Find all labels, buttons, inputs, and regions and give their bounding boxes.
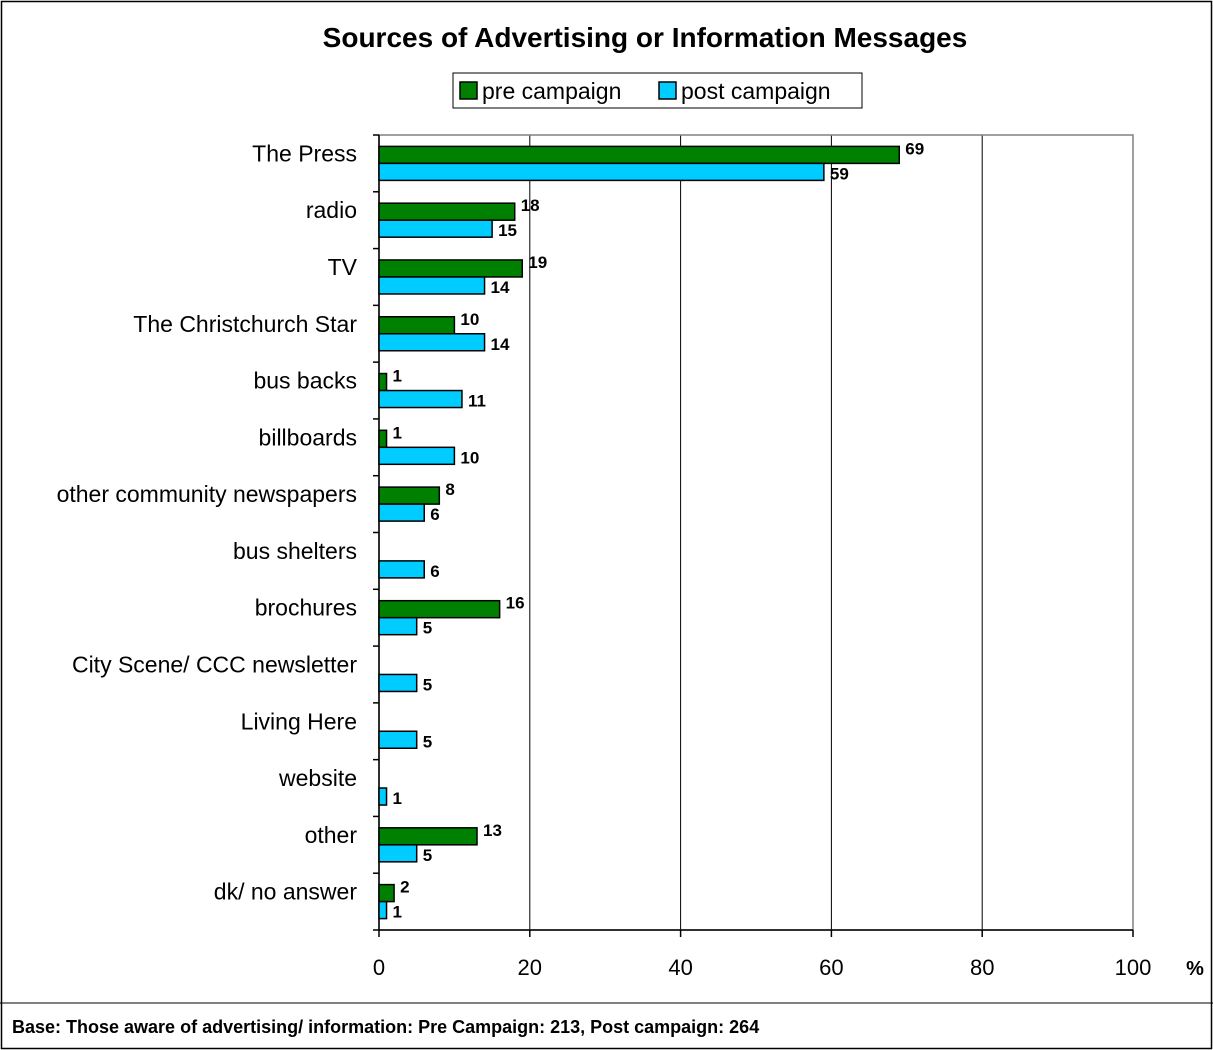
x-tick-label: 20 — [518, 955, 542, 980]
data-label: 5 — [423, 732, 432, 751]
legend: pre campaign post campaign — [452, 72, 863, 109]
bar-pre-campaign — [378, 883, 395, 903]
bar-post-campaign — [378, 503, 425, 522]
data-label: 6 — [430, 562, 439, 581]
data-label: 16 — [506, 594, 525, 613]
category-label: The Christchurch Star — [133, 311, 357, 337]
grid-lines — [529, 135, 983, 930]
data-label: 5 — [423, 846, 432, 865]
data-label: 8 — [445, 480, 454, 499]
x-tick-label: 60 — [819, 955, 843, 980]
data-label: 6 — [430, 505, 439, 524]
x-tick-label: 80 — [970, 955, 994, 980]
data-label: 2 — [400, 878, 409, 897]
data-label: 10 — [460, 448, 479, 467]
x-tick-label: 40 — [668, 955, 692, 980]
bar-pre-campaign — [378, 429, 388, 449]
legend-box — [452, 72, 863, 109]
bar-pre-campaign — [378, 599, 501, 619]
bar-pre-campaign — [378, 486, 441, 505]
data-label: 19 — [528, 253, 547, 272]
data-label: 18 — [521, 196, 540, 215]
bar-post-campaign — [378, 787, 388, 806]
category-label: The Press — [252, 140, 357, 166]
bar-pre-campaign — [378, 259, 524, 278]
data-label: 1 — [393, 367, 402, 386]
data-label: 1 — [393, 423, 402, 442]
data-label: 5 — [423, 675, 432, 694]
x-tick-label: 0 — [373, 955, 385, 980]
data-label: 69 — [905, 139, 924, 158]
bar-post-campaign — [378, 333, 486, 352]
data-label: 5 — [423, 619, 432, 638]
data-label: 10 — [460, 310, 479, 329]
legend-label: post campaign — [681, 78, 831, 104]
category-label: dk/ no answer — [214, 879, 358, 905]
bar-post-campaign — [378, 560, 425, 579]
legend-swatch — [459, 81, 478, 100]
bar-post-campaign — [378, 162, 825, 182]
bar-post-campaign — [378, 446, 456, 466]
category-labels: The Press radio TV The Christchurch Star bus… — [57, 140, 358, 904]
bar-pre-campaign — [378, 827, 478, 846]
data-label: 59 — [830, 164, 849, 183]
category-label: bus backs — [253, 368, 357, 394]
x-tick-label: 100 — [1115, 955, 1152, 980]
data-label: 14 — [491, 335, 510, 354]
footnote: Base: Those aware of advertising/ inform… — [12, 1017, 759, 1037]
bar-pre-campaign — [378, 202, 516, 221]
chart-title: Sources of Advertising or Information Me… — [323, 22, 968, 53]
category-label: radio — [306, 197, 357, 223]
unit-label: % — [1186, 958, 1204, 980]
data-label: 15 — [498, 221, 517, 240]
bar-pre-campaign — [378, 372, 388, 392]
category-label: Living Here — [241, 708, 357, 734]
category-label: other community newspapers — [57, 481, 357, 507]
data-label: 1 — [393, 789, 402, 808]
bar-post-campaign — [378, 389, 463, 409]
bar-post-campaign — [378, 276, 486, 295]
bar-pre-campaign — [378, 316, 456, 335]
bar-post-campaign — [378, 900, 388, 920]
category-label: TV — [328, 254, 358, 280]
bar-pre-campaign — [378, 145, 901, 165]
legend-swatch — [658, 81, 677, 100]
category-label: website — [278, 765, 357, 791]
bar-post-campaign — [378, 673, 418, 693]
category-label: brochures — [255, 595, 357, 621]
bar-post-campaign — [378, 730, 418, 749]
category-label: billboards — [259, 424, 357, 450]
data-label: 11 — [468, 392, 486, 411]
category-label: bus shelters — [233, 538, 357, 564]
data-label: 14 — [491, 278, 510, 297]
category-label: City Scene/ CCC newsletter — [72, 651, 357, 677]
legend-label: pre campaign — [482, 78, 621, 104]
data-label: 13 — [483, 821, 502, 840]
category-label: other — [305, 822, 358, 848]
bar-post-campaign — [378, 219, 493, 238]
bar-post-campaign — [378, 616, 418, 636]
data-label: 1 — [393, 903, 402, 922]
bar-post-campaign — [378, 844, 418, 863]
